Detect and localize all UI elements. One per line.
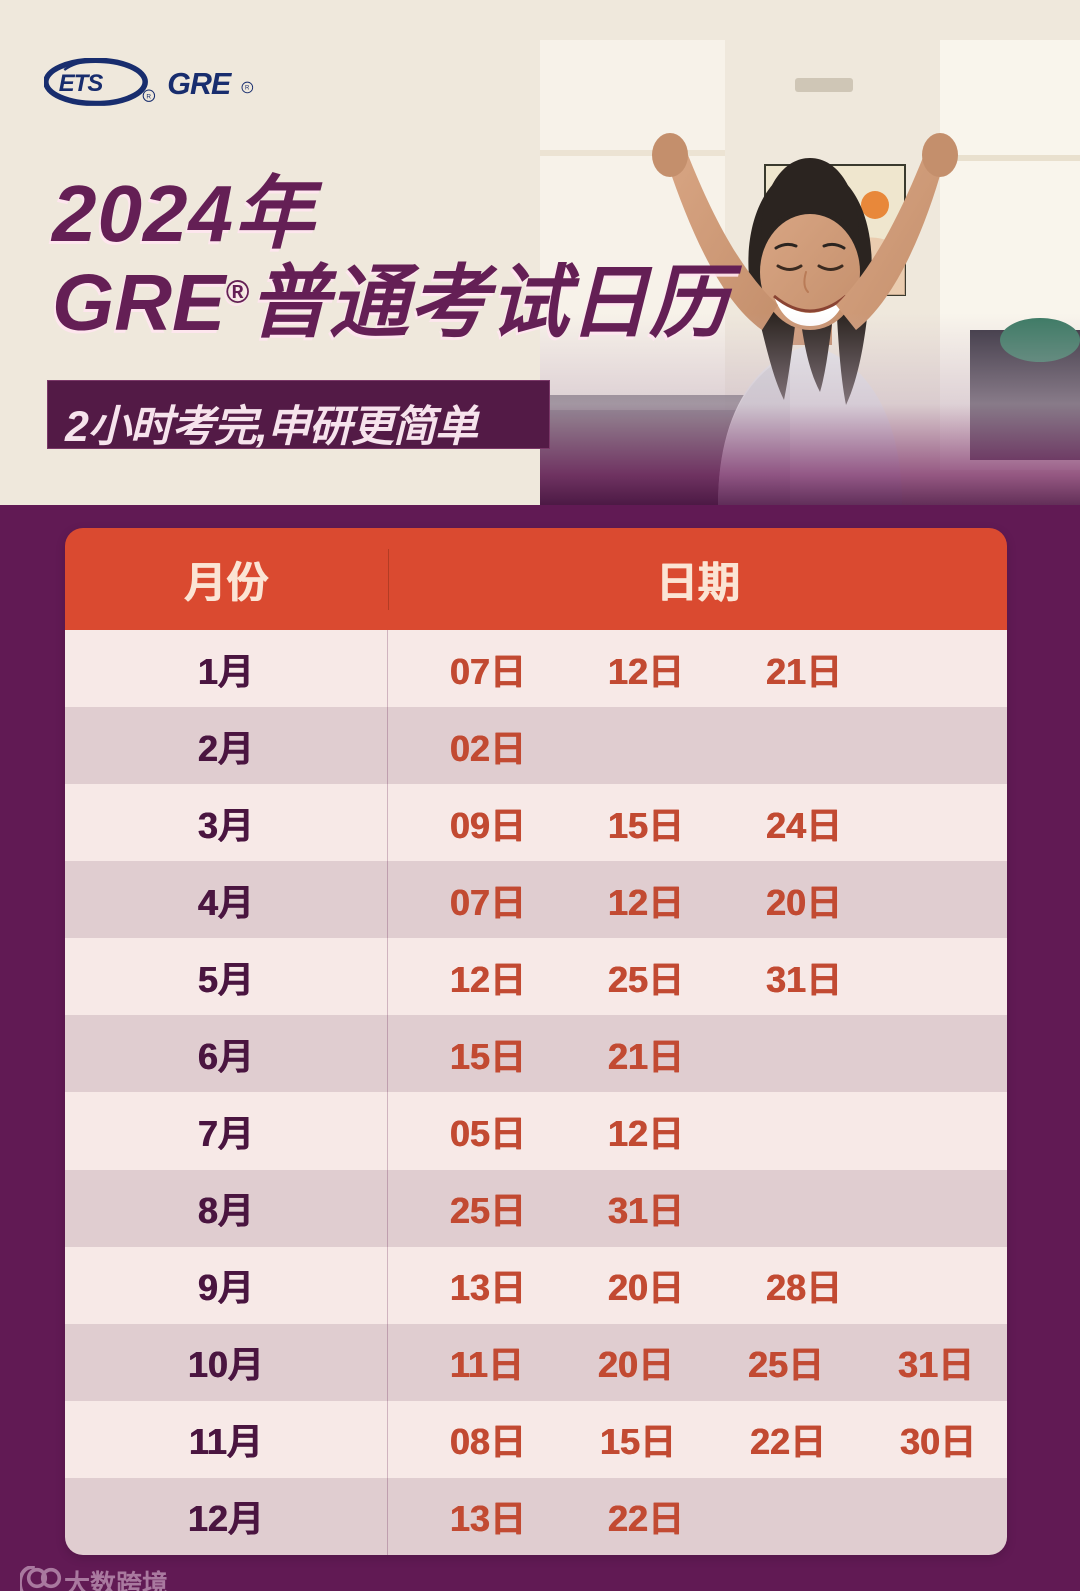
svg-text:GRE: GRE <box>167 68 232 101</box>
svg-text:R: R <box>245 86 250 92</box>
svg-text:ETS: ETS <box>59 70 104 97</box>
svg-text:R: R <box>146 93 151 100</box>
